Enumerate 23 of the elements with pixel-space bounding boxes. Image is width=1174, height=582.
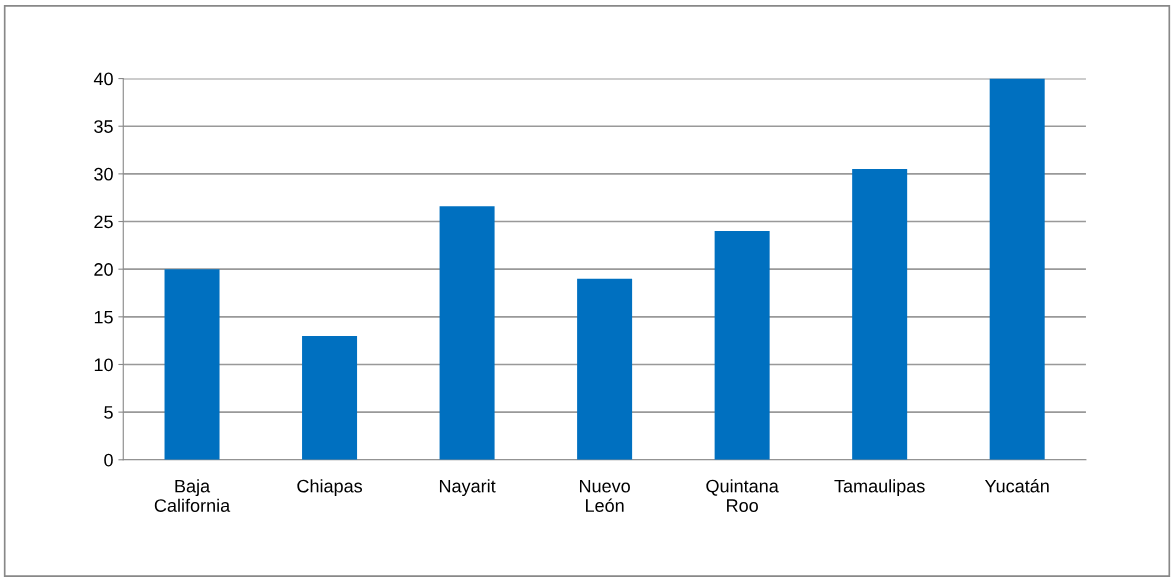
bar (714, 231, 770, 460)
bar (439, 206, 495, 460)
y-tick-label: 35 (94, 120, 113, 133)
bar (302, 335, 358, 460)
x-tick-label: Tamaulipas (834, 479, 925, 497)
y-tick-label: 0 (104, 453, 113, 467)
y-tick-label: 30 (94, 167, 113, 181)
x-tick-label: Nuevo León (580, 479, 630, 512)
x-tick-label: Chiapas (297, 479, 363, 497)
bar (989, 78, 1045, 460)
y-tick-label: 5 (104, 406, 113, 419)
x-tick-label: Baja California (154, 479, 231, 512)
bar (852, 169, 908, 460)
y-tick-label: 15 (94, 310, 113, 324)
bar (164, 269, 220, 460)
y-tick-label: 20 (94, 263, 113, 276)
x-tick-label: Quintana Roo (706, 479, 779, 512)
x-tick-label: Yucatán (984, 479, 1049, 493)
y-tick-label: 10 (94, 358, 113, 372)
bar (577, 278, 633, 460)
x-tick-label: Nayarit (439, 479, 496, 497)
y-tick-label: 40 (93, 72, 113, 86)
y-tick-label: 25 (94, 215, 113, 229)
